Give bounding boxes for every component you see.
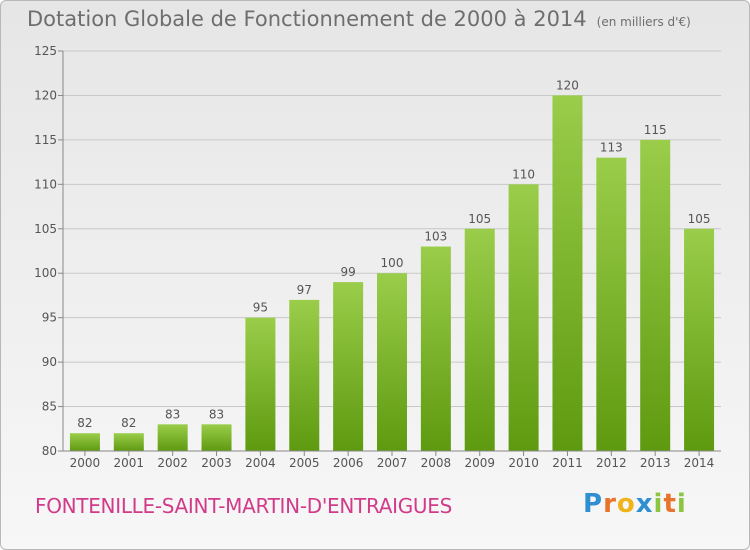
x-tick-label: 2004: [245, 456, 276, 470]
y-tick-label: 115: [34, 133, 57, 147]
bar: [69, 433, 100, 451]
y-tick-label: 95: [42, 311, 57, 325]
bar: [420, 246, 451, 451]
proxiti-logo: Proxiti: [583, 489, 687, 519]
bar-value-label: 103: [424, 230, 447, 244]
bar: [640, 139, 671, 451]
bar-value-label: 95: [253, 301, 268, 315]
x-tick-label: 2006: [333, 456, 364, 470]
bar: [377, 273, 407, 451]
bar: [289, 299, 320, 451]
y-tick-label: 80: [42, 444, 57, 458]
x-tick-label: 2012: [596, 456, 627, 470]
bar: [552, 95, 583, 451]
bar-value-label: 82: [121, 416, 136, 430]
chart-subtitle: (en milliers d'€): [596, 15, 691, 29]
bar: [157, 424, 188, 451]
x-tick-label: 2001: [114, 456, 145, 470]
bar: [333, 282, 364, 451]
bar: [684, 228, 715, 451]
x-tick-label: 2011: [552, 456, 583, 470]
bar-value-label: 120: [556, 78, 579, 92]
bar-value-label: 113: [600, 141, 623, 155]
x-tick-label: 2000: [70, 456, 101, 470]
bar: [245, 317, 276, 451]
x-tick-label: 2007: [377, 456, 408, 470]
y-tick-label: 105: [34, 222, 57, 236]
x-tick-label: 2005: [289, 456, 320, 470]
x-tick-label: 2003: [201, 456, 232, 470]
bar: [113, 433, 144, 451]
chart-title: Dotation Globale de Fonctionnement de 20…: [27, 7, 691, 31]
bar-value-label: 99: [340, 265, 355, 279]
x-tick-label: 2002: [157, 456, 188, 470]
x-tick-label: 2009: [464, 456, 495, 470]
bar-value-label: 105: [688, 212, 711, 226]
y-tick-label: 125: [34, 44, 57, 58]
chart-title-text: Dotation Globale de Fonctionnement de 20…: [27, 7, 587, 31]
y-tick-label: 85: [42, 400, 57, 414]
bar: [201, 424, 232, 451]
x-tick-label: 2010: [508, 456, 539, 470]
y-tick-label: 100: [34, 266, 57, 280]
bar-value-label: 105: [468, 212, 491, 226]
bar-value-label: 82: [77, 416, 92, 430]
x-tick-label: 2008: [421, 456, 452, 470]
bar-value-label: 100: [381, 256, 404, 270]
commune-name: FONTENILLE-SAINT-MARTIN-D'ENTRAIGUES: [35, 494, 452, 518]
x-tick-label: 2014: [684, 456, 715, 470]
bar-value-label: 83: [209, 407, 224, 421]
bar: [508, 184, 539, 452]
y-tick-label: 120: [34, 88, 57, 102]
y-tick-label: 90: [42, 355, 57, 369]
y-tick-label: 110: [34, 177, 57, 191]
bar-value-label: 97: [297, 283, 312, 297]
bar-value-label: 83: [165, 407, 180, 421]
bar: [596, 157, 627, 451]
bar-value-label: 115: [644, 123, 667, 137]
x-tick-label: 2013: [640, 456, 671, 470]
bar-value-label: 110: [512, 167, 535, 181]
bar: [464, 228, 495, 451]
